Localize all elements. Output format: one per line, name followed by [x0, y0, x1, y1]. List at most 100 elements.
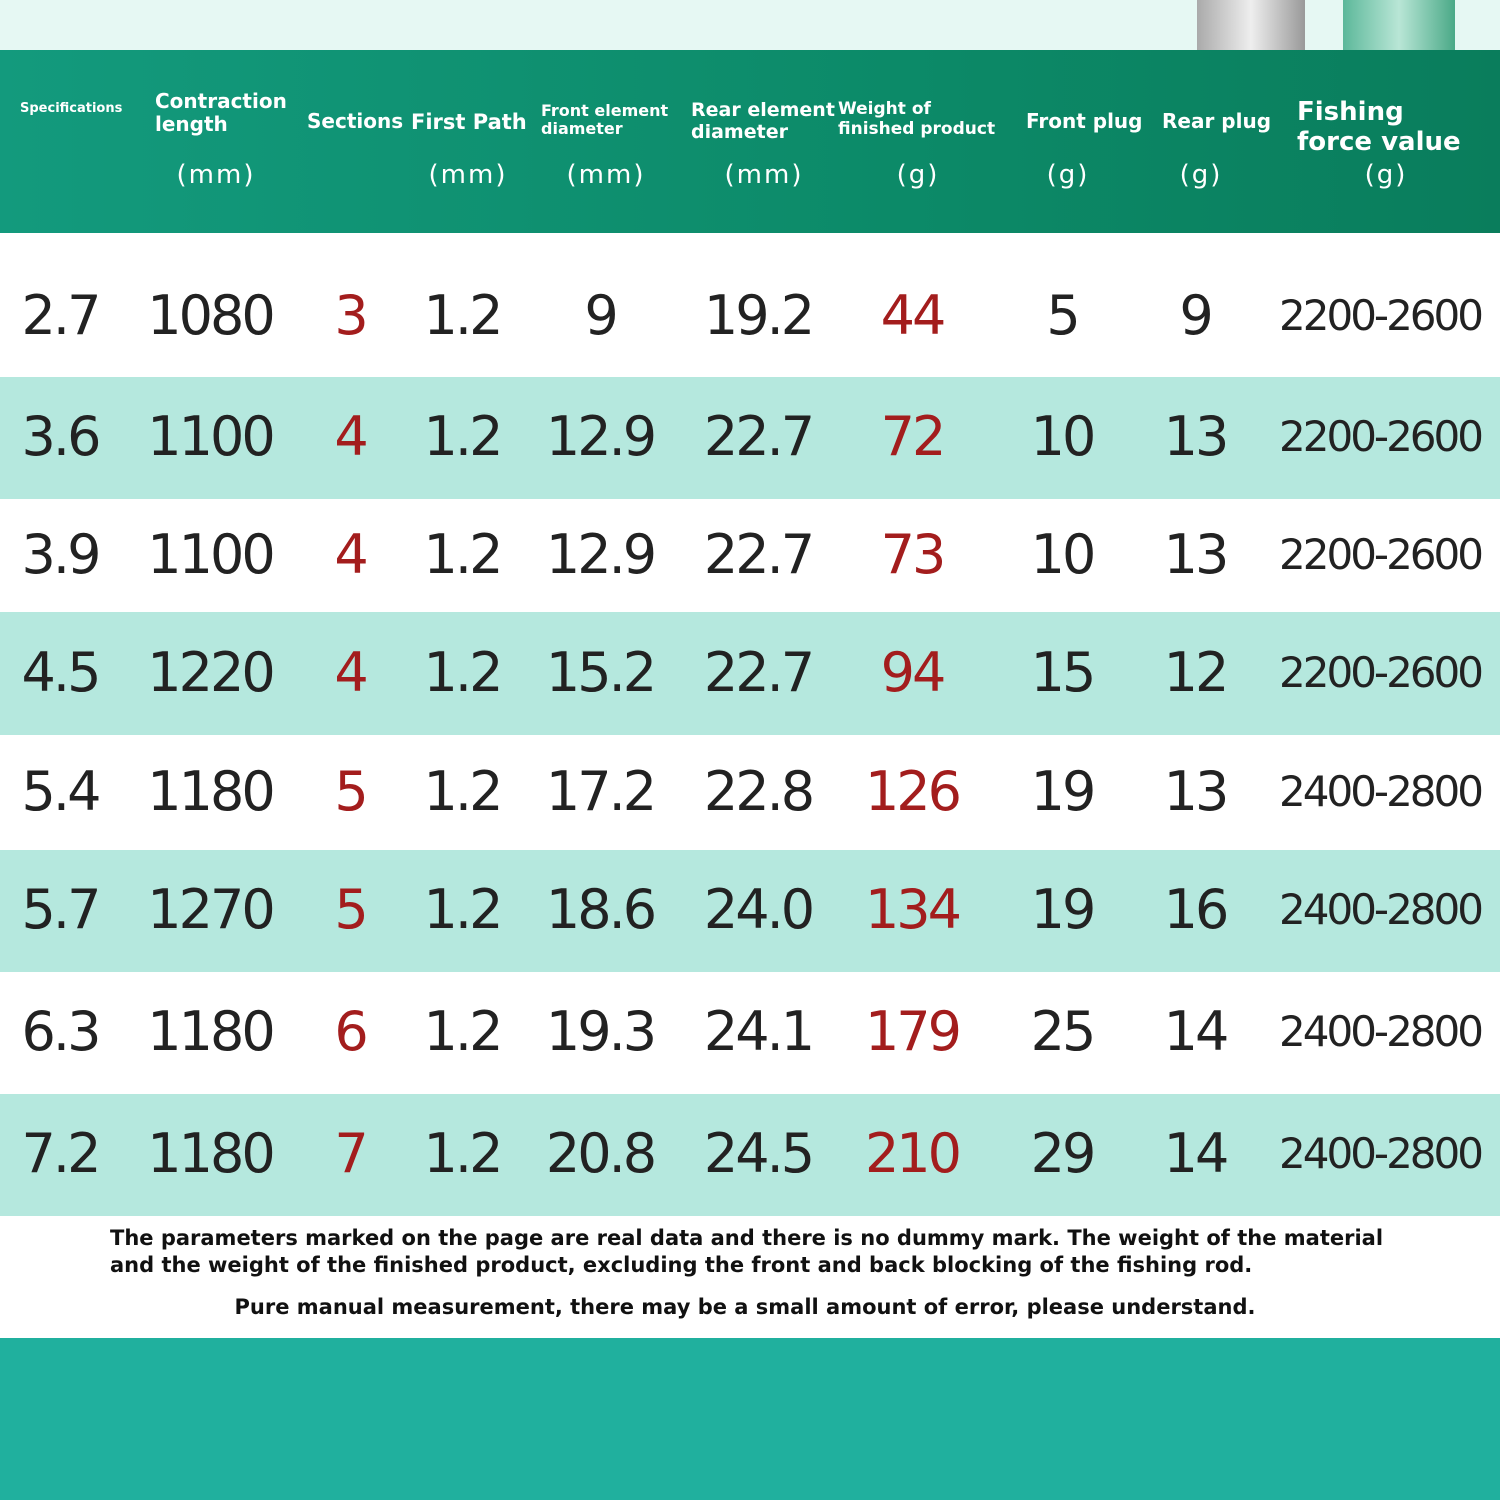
- table-cell: 2400-2800: [1279, 885, 1484, 934]
- table-row: [0, 612, 1500, 735]
- table-cell: 19: [1030, 759, 1097, 823]
- table-cell: 18.6: [545, 878, 657, 941]
- table-cell: 5.7: [21, 878, 102, 941]
- table-cell: 14: [1163, 1000, 1230, 1063]
- table-cell: 1.2: [423, 878, 504, 941]
- column-unit: (mm): [566, 160, 646, 190]
- table-row: [0, 233, 1500, 377]
- table-cell: 1180: [147, 1000, 275, 1063]
- column-header: Sections: [307, 109, 404, 133]
- table-cell: 12: [1163, 640, 1230, 704]
- table-cell: 13: [1163, 759, 1230, 823]
- table-cell: 19.3: [545, 1000, 657, 1063]
- table-cell: 1.2: [423, 522, 504, 586]
- table-cell: 2200-2600: [1279, 412, 1484, 461]
- column-unit: (g): [1364, 160, 1408, 190]
- table-cell: 3: [334, 284, 368, 347]
- table-cell: 22.8: [703, 759, 815, 823]
- table-cell: 4: [334, 522, 368, 586]
- column-header: Front plug: [1026, 109, 1143, 133]
- column-header: Front element diameter: [541, 101, 669, 139]
- table-cell: 1.2: [423, 1122, 504, 1185]
- table-cell: 9: [1179, 284, 1213, 347]
- table-row: [0, 735, 1500, 850]
- table-cell: 13: [1163, 405, 1230, 468]
- table-cell: 7.2: [21, 1122, 102, 1185]
- rod-decoration: [1197, 0, 1305, 50]
- table-cell: 1.2: [423, 1000, 504, 1063]
- table-cell: 12.9: [545, 522, 657, 586]
- table-cell: 4.5: [21, 640, 102, 704]
- table-cell: 5: [334, 878, 368, 941]
- table-cell: 4: [334, 640, 368, 704]
- table-cell: 73: [880, 522, 947, 586]
- column-unit: (mm): [724, 160, 804, 190]
- table-cell: 7: [334, 1122, 368, 1185]
- column-unit: (g): [1046, 160, 1090, 190]
- table-cell: 19.2: [703, 284, 815, 347]
- table-cell: 22.7: [703, 405, 815, 468]
- table-cell: 210: [864, 1122, 962, 1185]
- column-header: Fishing force value: [1297, 97, 1461, 157]
- table-cell: 2200-2600: [1279, 291, 1484, 340]
- table-cell: 2400-2800: [1279, 766, 1484, 816]
- rod-decoration: [1343, 0, 1455, 50]
- column-unit: (g): [1179, 160, 1223, 190]
- table-row: [0, 377, 1500, 499]
- table-row: [0, 850, 1500, 972]
- table-cell: 6.3: [21, 1000, 102, 1063]
- bottom-band: [0, 1338, 1500, 1500]
- table-cell: 29: [1030, 1122, 1097, 1185]
- table-cell: 3.9: [21, 522, 102, 586]
- table-cell: 1100: [147, 405, 275, 468]
- table-cell: 1180: [147, 1122, 275, 1185]
- column-header: Rear element diameter: [691, 99, 835, 143]
- table-cell: 94: [880, 640, 947, 704]
- table-cell: 2200-2600: [1279, 529, 1484, 579]
- table-row: [0, 499, 1500, 612]
- table-cell: 4: [334, 405, 368, 468]
- table-cell: 44: [880, 284, 947, 347]
- table-cell: 1080: [147, 284, 275, 347]
- table-cell: 179: [864, 1000, 962, 1063]
- table-cell: 20.8: [545, 1122, 657, 1185]
- table-cell: 14: [1163, 1122, 1230, 1185]
- table-cell: 2400-2800: [1279, 1007, 1484, 1056]
- table-cell: 15.2: [545, 640, 657, 704]
- table-cell: 1270: [147, 878, 275, 941]
- column-header: First Path: [411, 110, 527, 134]
- table-cell: 17.2: [545, 759, 657, 823]
- table-cell: 134: [864, 878, 962, 941]
- table-cell: 1.2: [423, 640, 504, 704]
- table-cell: 10: [1030, 405, 1097, 468]
- table-cell: 1.2: [423, 284, 504, 347]
- column-header: Weight of finished product: [838, 99, 996, 139]
- table-cell: 3.6: [21, 405, 102, 468]
- table-cell: 24.5: [703, 1122, 815, 1185]
- table-cell: 16: [1163, 878, 1230, 941]
- table-cell: 12.9: [545, 405, 657, 468]
- column-header: Specifications: [20, 101, 123, 116]
- note: The parameters marked on the page are re…: [110, 1226, 1384, 1277]
- table-cell: 24.0: [703, 878, 815, 941]
- table-cell: 1.2: [423, 759, 504, 823]
- table-cell: 22.7: [703, 522, 815, 586]
- table-cell: 9: [584, 284, 618, 347]
- table-cell: 5: [1046, 284, 1080, 347]
- table-row: [0, 1094, 1500, 1216]
- column-header: Rear plug: [1162, 109, 1272, 133]
- table-cell: 2.7: [21, 284, 102, 347]
- table-cell: 2400-2800: [1279, 1129, 1484, 1178]
- header-band: [0, 50, 1500, 233]
- table-cell: 6: [334, 1000, 368, 1063]
- table-cell: 126: [864, 759, 962, 823]
- table-cell: 5.4: [21, 759, 102, 823]
- table-cell: 1220: [147, 640, 275, 704]
- table-cell: 24.1: [703, 1000, 815, 1063]
- column-unit: (g): [896, 160, 940, 190]
- table-cell: 25: [1030, 1000, 1097, 1063]
- table-cell: 19: [1030, 878, 1097, 941]
- column-header: Contraction length: [155, 89, 287, 136]
- note: Pure manual measurement, there may be a …: [234, 1295, 1256, 1319]
